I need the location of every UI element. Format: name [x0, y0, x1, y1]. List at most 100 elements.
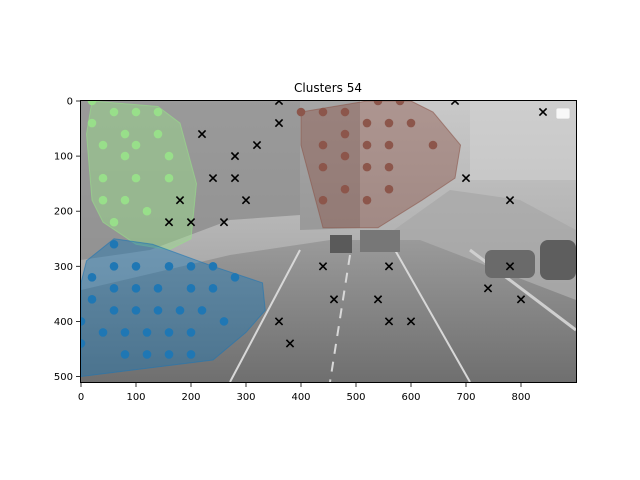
x-tick-label: 700	[456, 392, 475, 403]
y-tick-label: 300	[54, 262, 73, 273]
cluster-0-point	[98, 173, 108, 183]
cluster-1-point	[230, 273, 240, 282]
cluster-1-point	[87, 273, 97, 282]
cluster-0-point	[131, 173, 141, 183]
cluster-1-point	[120, 350, 130, 359]
cluster-2-point	[384, 140, 394, 150]
cluster-2-point	[340, 151, 350, 161]
chart-title: Clusters 54	[294, 81, 362, 95]
cluster-2-point	[428, 140, 438, 150]
x-tick-label: 200	[181, 392, 200, 403]
x-tick-label: 300	[236, 392, 255, 403]
x-tick-label: 600	[401, 392, 420, 403]
cluster-2-point	[373, 101, 383, 106]
cluster-1-point	[98, 328, 108, 337]
outlier-point	[516, 295, 526, 304]
outlier-point	[241, 196, 251, 205]
outlier-point	[329, 295, 339, 304]
cluster-2-point	[318, 107, 328, 117]
cluster-0-point	[109, 217, 119, 227]
cluster-2-point	[340, 107, 350, 117]
cluster-1-point	[164, 328, 174, 337]
cluster-0-point	[153, 107, 163, 117]
cluster-1-point	[81, 317, 86, 326]
outlier-point	[384, 317, 394, 326]
outlier-point	[230, 151, 240, 161]
cluster-2-point	[340, 129, 350, 139]
cluster-1-point	[186, 284, 196, 293]
cluster-2-point	[362, 118, 372, 128]
outlier-point	[505, 262, 515, 271]
outlier-point	[373, 295, 383, 304]
cluster-1-point	[120, 328, 130, 337]
cluster-2-point	[362, 140, 372, 150]
cluster-1-point	[109, 306, 119, 315]
cluster-1-point	[81, 339, 86, 348]
cluster-1-point	[131, 261, 141, 271]
y-tick-label: 100	[54, 152, 73, 163]
outlier-point	[186, 218, 196, 227]
cluster-2-point	[384, 162, 394, 172]
cluster-0-point	[142, 206, 152, 216]
y-tick-label: 0	[67, 97, 73, 108]
cluster-1-point	[131, 306, 141, 315]
outlier-point	[175, 196, 185, 205]
cluster-1-point	[153, 306, 163, 315]
cluster-1-point	[164, 350, 174, 359]
outlier-point	[483, 284, 493, 293]
outlier-point	[164, 218, 174, 227]
outlier-point	[274, 101, 284, 106]
cluster-1-point	[109, 284, 119, 293]
y-tick-label: 400	[54, 317, 73, 328]
cluster-1-point	[208, 261, 218, 271]
cluster-2-point	[318, 140, 328, 150]
cluster-2-point	[362, 195, 372, 205]
x-tick-label: 400	[291, 392, 310, 403]
cluster-0-point	[109, 107, 119, 117]
cluster-0-point	[164, 151, 174, 161]
cluster-0-point	[98, 195, 108, 205]
cluster-0-point	[131, 140, 141, 150]
y-tick-label: 200	[54, 207, 73, 218]
cluster-1-point	[142, 328, 152, 337]
cluster-1-point	[219, 317, 229, 326]
plot-area	[81, 101, 548, 377]
cluster-0-point	[120, 195, 130, 205]
cluster-1-point	[175, 306, 185, 315]
outlier-point	[208, 173, 218, 183]
x-tick-label: 800	[511, 392, 530, 403]
cluster-0-point	[153, 129, 163, 139]
cluster-1-point	[87, 295, 97, 304]
y-tick-label: 500	[54, 372, 73, 383]
x-tick-label: 500	[346, 392, 365, 403]
cluster-0-point	[164, 173, 174, 183]
cluster-1-point	[142, 350, 152, 359]
cluster-1-point	[186, 350, 196, 359]
axes: 0 100 200 300 400 500 600 700 800 0 100 200 300 400 50…	[54, 97, 531, 404]
outlier-point	[318, 262, 328, 271]
cluster-0-point	[131, 107, 141, 117]
cluster-1-point	[197, 306, 207, 315]
cluster-0-point	[87, 101, 97, 106]
cluster-0-point	[98, 140, 108, 150]
cluster-2-point	[318, 195, 328, 205]
outlier-point	[538, 107, 548, 117]
cluster-hull-2	[300, 101, 462, 229]
cluster-2-point	[384, 118, 394, 128]
cluster-1-point	[109, 261, 119, 271]
cluster-2-point	[395, 101, 405, 106]
legend-box	[555, 107, 571, 120]
outlier-point	[274, 317, 284, 326]
x-tick-label: 100	[126, 392, 145, 403]
cluster-2-point	[406, 118, 416, 128]
outlier-point	[461, 173, 471, 183]
cluster-1-point	[186, 328, 196, 337]
cluster-2-point	[340, 184, 350, 194]
outlier-point	[252, 140, 262, 150]
outlier-point	[406, 317, 416, 326]
cluster-2-point	[384, 184, 394, 194]
outlier-point	[197, 129, 207, 139]
axes-frame	[80, 100, 577, 383]
cluster-0-point	[120, 151, 130, 161]
outlier-point	[219, 218, 229, 227]
